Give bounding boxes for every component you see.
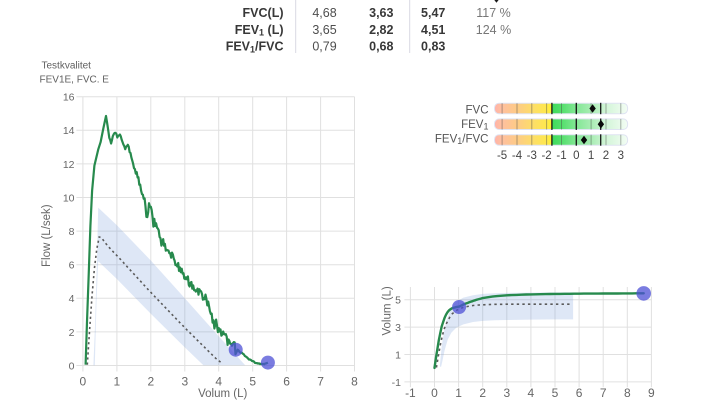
svg-text:1: 1 <box>588 150 594 162</box>
svg-text:FVC: FVC <box>466 104 489 116</box>
svg-text:3,65: 3,65 <box>312 23 336 37</box>
svg-text:Volum (L): Volum (L) <box>381 286 393 335</box>
svg-text:0: 0 <box>573 150 579 162</box>
svg-text:8: 8 <box>624 386 631 400</box>
svg-text:1: 1 <box>114 375 121 389</box>
svg-text:-1: -1 <box>405 386 416 400</box>
svg-text:FEV1 (L): FEV1 (L) <box>235 23 284 38</box>
svg-text:1: 1 <box>395 349 401 361</box>
svg-text:-4: -4 <box>512 150 523 162</box>
svg-text:FEV1: FEV1 <box>461 119 488 132</box>
svg-text:0: 0 <box>431 386 438 400</box>
svg-text:16: 16 <box>63 92 75 104</box>
svg-text:0,83: 0,83 <box>421 40 445 54</box>
svg-text:4: 4 <box>69 293 75 305</box>
svg-text:-5: -5 <box>497 150 507 162</box>
svg-text:5,47: 5,47 <box>421 6 445 20</box>
svg-text:3: 3 <box>503 386 510 400</box>
svg-text:10: 10 <box>63 192 75 204</box>
svg-text:FEV1E, FVC. E: FEV1E, FVC. E <box>40 74 110 85</box>
svg-text:3: 3 <box>395 322 401 334</box>
svg-text:6: 6 <box>283 375 290 389</box>
svg-text:6: 6 <box>576 386 583 400</box>
svg-text:117 %: 117 % <box>476 6 511 20</box>
svg-text:4: 4 <box>215 375 222 389</box>
svg-text:2: 2 <box>603 150 609 162</box>
svg-text:2: 2 <box>479 386 486 400</box>
svg-text:-3: -3 <box>527 150 537 162</box>
svg-text:1: 1 <box>455 386 462 400</box>
svg-text:4,51: 4,51 <box>421 23 445 37</box>
svg-text:2: 2 <box>147 375 154 389</box>
svg-text:124 %: 124 % <box>476 23 511 37</box>
svg-text:8: 8 <box>351 375 358 389</box>
svg-text:2,82: 2,82 <box>369 23 393 37</box>
svg-text:5: 5 <box>249 375 256 389</box>
svg-text:3: 3 <box>618 150 624 162</box>
svg-text:3: 3 <box>181 375 188 389</box>
svg-text:3,63: 3,63 <box>369 6 393 20</box>
svg-text:0,79: 0,79 <box>312 40 336 54</box>
svg-text:8: 8 <box>69 226 75 238</box>
svg-text:Flow (L/sek): Flow (L/sek) <box>41 204 53 267</box>
svg-text:9: 9 <box>648 386 655 400</box>
svg-text:Testkvalitet: Testkvalitet <box>42 60 92 71</box>
svg-text:7: 7 <box>600 386 607 400</box>
svg-text:5: 5 <box>395 295 401 307</box>
svg-text:0,68: 0,68 <box>369 40 393 54</box>
svg-text:0: 0 <box>69 360 75 372</box>
svg-text:14: 14 <box>63 125 75 137</box>
svg-text:FEV1/FVC: FEV1/FVC <box>435 133 489 146</box>
svg-text:4,68: 4,68 <box>312 6 336 20</box>
svg-text:4: 4 <box>528 386 535 400</box>
svg-text:Volum (L): Volum (L) <box>198 388 247 400</box>
svg-text:-1: -1 <box>556 150 566 162</box>
svg-text:7: 7 <box>317 375 324 389</box>
svg-text:FVC(L): FVC(L) <box>243 6 284 20</box>
svg-text:2: 2 <box>69 327 75 339</box>
svg-text:5: 5 <box>552 386 559 400</box>
svg-text:12: 12 <box>63 159 75 171</box>
svg-text:FEV1/FVC: FEV1/FVC <box>226 40 284 55</box>
svg-text:-1: -1 <box>392 377 401 389</box>
svg-text:6: 6 <box>69 260 75 272</box>
svg-text:0: 0 <box>80 375 87 389</box>
svg-text:-2: -2 <box>541 150 551 162</box>
